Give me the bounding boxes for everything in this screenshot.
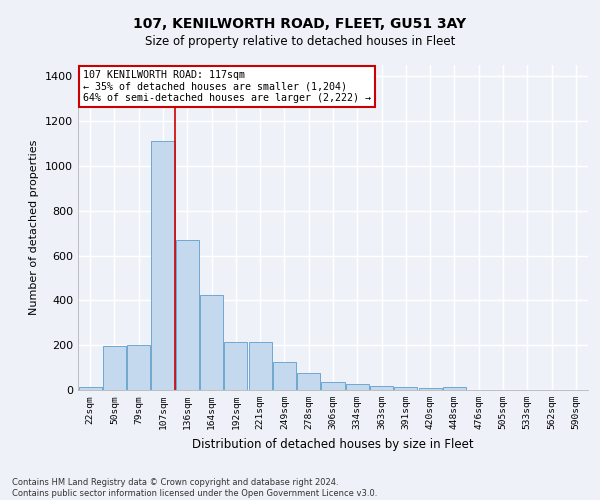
Bar [394, 388, 418, 390]
Y-axis label: Number of detached properties: Number of detached properties [29, 140, 40, 315]
Bar [151, 141, 175, 390]
Bar [370, 386, 393, 390]
Bar [322, 382, 344, 390]
X-axis label: Distribution of detached houses by size in Fleet: Distribution of detached houses by size … [192, 438, 474, 450]
Bar [224, 342, 247, 390]
Bar [127, 345, 150, 390]
Bar [176, 240, 199, 390]
Bar [200, 294, 223, 390]
Bar [79, 386, 101, 390]
Bar [297, 373, 320, 390]
Bar [248, 342, 272, 390]
Bar [103, 346, 126, 390]
Bar [419, 388, 442, 390]
Bar [443, 388, 466, 390]
Text: 107 KENILWORTH ROAD: 117sqm
← 35% of detached houses are smaller (1,204)
64% of : 107 KENILWORTH ROAD: 117sqm ← 35% of det… [83, 70, 371, 103]
Text: 107, KENILWORTH ROAD, FLEET, GU51 3AY: 107, KENILWORTH ROAD, FLEET, GU51 3AY [133, 18, 467, 32]
Bar [346, 384, 369, 390]
Bar [273, 362, 296, 390]
Text: Size of property relative to detached houses in Fleet: Size of property relative to detached ho… [145, 35, 455, 48]
Text: Contains HM Land Registry data © Crown copyright and database right 2024.
Contai: Contains HM Land Registry data © Crown c… [12, 478, 377, 498]
